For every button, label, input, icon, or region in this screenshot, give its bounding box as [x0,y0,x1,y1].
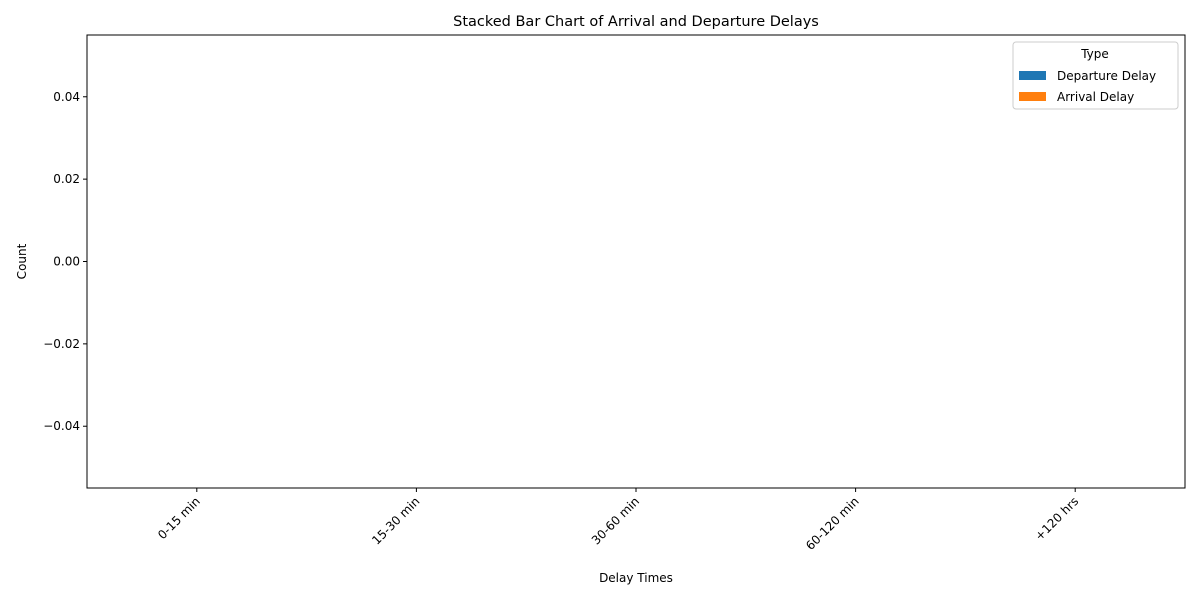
legend-label: Arrival Delay [1057,90,1134,104]
x-tick-label: 30-60 min [589,494,642,547]
x-axis: 0-15 min 15-30 min 30-60 min 60-120 min +120… [155,488,1081,553]
legend-swatch [1019,92,1046,101]
legend-swatch [1019,71,1046,80]
y-tick-label: −0.04 [43,419,80,433]
legend-title: Type [1080,47,1109,61]
x-tick-label: 15-30 min [369,494,422,547]
chart-title: Stacked Bar Chart of Arrival and Departu… [453,14,819,30]
x-axis-label: Delay Times [599,571,673,585]
x-tick-label: 60-120 min [803,494,862,553]
y-tick-label: 0.00 [53,255,80,269]
y-tick-label: 0.04 [53,90,80,104]
y-axis: −0.04 −0.02 0.00 0.02 0.04 [43,90,87,433]
x-tick-label: +120 hrs [1032,494,1081,543]
y-tick-label: −0.02 [43,337,80,351]
y-tick-label: 0.02 [53,172,80,186]
x-tick-label: 0-15 min [155,494,203,542]
y-axis-label: Count [15,243,29,279]
legend: Type Departure Delay Arrival Delay [1012,41,1179,110]
legend-frame [1012,41,1179,110]
legend-label: Departure Delay [1057,69,1156,83]
